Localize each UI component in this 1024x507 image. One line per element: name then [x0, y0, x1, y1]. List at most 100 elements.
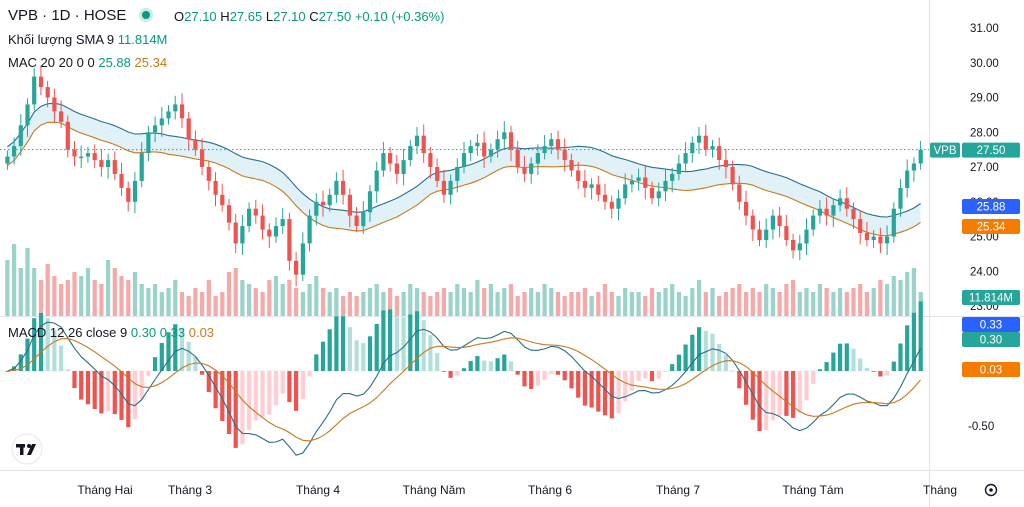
volume-bar: [206, 280, 211, 316]
volume-bar: [381, 292, 386, 316]
macd-line: [7, 321, 922, 456]
macd-histogram-bar: [515, 371, 520, 375]
macd-indicator-legend[interactable]: MACD 12 26 close 9 0.30 0.33 0.03: [8, 325, 214, 340]
volume-bar: [623, 288, 628, 316]
volume-bar: [401, 292, 406, 316]
macd-histogram-bar: [260, 371, 265, 418]
candle: [388, 153, 393, 164]
volume-bar: [307, 284, 312, 316]
volume-bar: [300, 292, 305, 316]
candle: [347, 194, 352, 216]
candle: [858, 219, 863, 233]
macd-histogram-bar: [213, 371, 218, 409]
candle: [394, 163, 399, 174]
macd-histogram-bar: [300, 371, 305, 400]
volume-bar: [99, 284, 104, 316]
macd-histogram-bar: [589, 371, 594, 408]
macd-histogram-bar: [710, 333, 715, 371]
volume-bar: [260, 292, 265, 316]
macd-histogram-bar: [918, 301, 923, 371]
low-label: L: [265, 9, 274, 24]
volume-bar: [320, 288, 326, 316]
candle: [213, 180, 218, 195]
candle: [52, 97, 57, 112]
month-label: Tháng 3: [168, 483, 212, 497]
volume-bar: [119, 276, 124, 316]
candle: [475, 142, 480, 147]
volume-bar: [361, 292, 366, 316]
volume-bar: [535, 292, 540, 316]
macd-histogram-bar: [179, 327, 185, 371]
volume-bar: [858, 284, 863, 316]
candle: [562, 149, 567, 160]
volume-bar: [555, 292, 561, 316]
volume-bar: [723, 292, 728, 316]
candle: [555, 139, 561, 150]
mac-indicator-legend[interactable]: MAC 20 20 0 0 25.88 25.34: [8, 55, 167, 70]
candle: [139, 153, 144, 181]
svg-text:VPB: VPB: [933, 145, 956, 157]
volume-indicator-legend[interactable]: Khối lượng SMA 9 11.814M: [8, 32, 167, 47]
macd-histogram-bar: [253, 371, 258, 421]
volume-bar: [649, 288, 655, 316]
volume-bar: [347, 292, 352, 316]
volume-bar: [495, 292, 500, 316]
macd-histogram-bar: [824, 362, 829, 371]
volume-bar: [911, 268, 916, 316]
candle: [85, 153, 91, 157]
macd-histogram-bar: [354, 340, 359, 371]
volume-bar: [220, 292, 225, 316]
settings-icon[interactable]: [984, 483, 998, 497]
volume-bar: [32, 268, 37, 316]
macd-histogram-bar: [482, 360, 487, 371]
macd-histogram-bar: [367, 336, 373, 371]
macd-histogram-bar: [582, 371, 587, 406]
symbol-title[interactable]: VPB · 1D · HOSE: [8, 7, 162, 24]
candle: [455, 167, 460, 181]
volume-bar: [502, 288, 507, 316]
high-value: 27.65: [229, 9, 263, 24]
candle: [737, 184, 742, 202]
candle: [247, 208, 252, 227]
volume-bar: [602, 284, 608, 316]
volume-bar: [287, 280, 292, 316]
macd-histogram-bar: [226, 371, 232, 434]
volume-bar: [334, 288, 339, 316]
candle: [314, 201, 319, 216]
month-label: Tháng 4: [296, 483, 340, 497]
macd-histogram-bar: [59, 345, 64, 371]
macd-histogram-bar: [905, 325, 910, 371]
candle: [99, 160, 104, 167]
macd-histogram-bar: [878, 371, 883, 377]
candle: [132, 180, 138, 202]
candle: [656, 191, 661, 199]
macd-histogram-bar: [562, 371, 567, 381]
month-label: Tháng Năm: [403, 483, 466, 497]
candle: [92, 153, 97, 160]
close-label: C: [309, 9, 319, 24]
candle: [59, 111, 64, 122]
volume-bar: [663, 288, 668, 316]
candle: [461, 153, 467, 167]
candle: [367, 191, 373, 213]
volume-bar: [341, 296, 346, 316]
macd-histogram-bar: [200, 371, 205, 375]
svg-text:25.34: 25.34: [977, 222, 1006, 234]
volume-bar: [549, 288, 554, 316]
candle: [320, 201, 326, 206]
candle: [488, 149, 493, 157]
macd-histogram-bar: [569, 371, 574, 389]
volume-bar: [85, 268, 91, 316]
macd-histogram-bar: [737, 371, 742, 389]
macd-histogram-bar: [341, 316, 346, 371]
macd-histogram-bar: [636, 371, 641, 381]
macd-histogram-bar: [656, 371, 661, 379]
volume-bar: [213, 296, 218, 316]
candle: [804, 229, 809, 244]
macd-histogram-bar: [273, 371, 279, 406]
volume-bar: [5, 260, 10, 316]
volume-bar: [388, 288, 393, 316]
macd-histogram-bar: [649, 371, 655, 382]
